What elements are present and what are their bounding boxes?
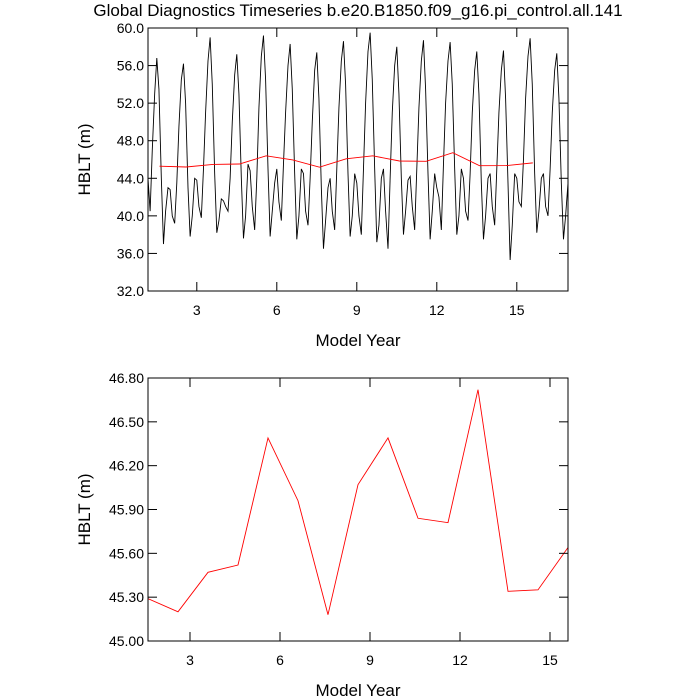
x-tick-label: 6 [273, 302, 281, 318]
data-line [148, 389, 568, 615]
y-tick-label: 45.30 [109, 589, 144, 605]
y-tick-label: 46.80 [109, 370, 144, 386]
x-tick-label: 15 [542, 652, 558, 668]
y-tick-label: 52.0 [117, 95, 144, 111]
y-tick-label: 45.00 [109, 633, 144, 649]
plot-frame [147, 377, 569, 642]
y-axis-label: HBLT (m) [75, 123, 94, 195]
y-tick-label: 56.0 [117, 58, 144, 74]
chart-title: Global Diagnostics Timeseries b.e20.B185… [93, 1, 622, 20]
y-tick-label: 48.0 [117, 133, 144, 149]
x-tick-label: 15 [509, 302, 525, 318]
y-tick-label: 46.50 [109, 414, 144, 430]
y-tick-label: 44.0 [117, 170, 144, 186]
data-line [159, 152, 533, 168]
plot-frame [147, 27, 569, 292]
x-tick-label: 9 [366, 652, 374, 668]
y-tick-label: 45.90 [109, 502, 144, 518]
x-tick-label: 9 [353, 302, 361, 318]
y-tick-label: 36.0 [117, 245, 144, 261]
y-tick-label: 45.60 [109, 545, 144, 561]
x-tick-label: 3 [186, 652, 194, 668]
data-line [148, 32, 568, 261]
y-tick-label: 60.0 [117, 20, 144, 36]
y-tick-label: 32.0 [117, 283, 144, 299]
x-tick-label: 12 [429, 302, 445, 318]
y-tick-label: 46.20 [109, 458, 144, 474]
x-axis-label: Model Year [315, 681, 400, 700]
x-tick-label: 3 [193, 302, 201, 318]
y-axis-label: HBLT (m) [75, 473, 94, 545]
x-tick-label: 6 [276, 652, 284, 668]
x-axis-label: Model Year [315, 331, 400, 350]
y-tick-label: 40.0 [117, 208, 144, 224]
x-tick-label: 12 [452, 652, 468, 668]
